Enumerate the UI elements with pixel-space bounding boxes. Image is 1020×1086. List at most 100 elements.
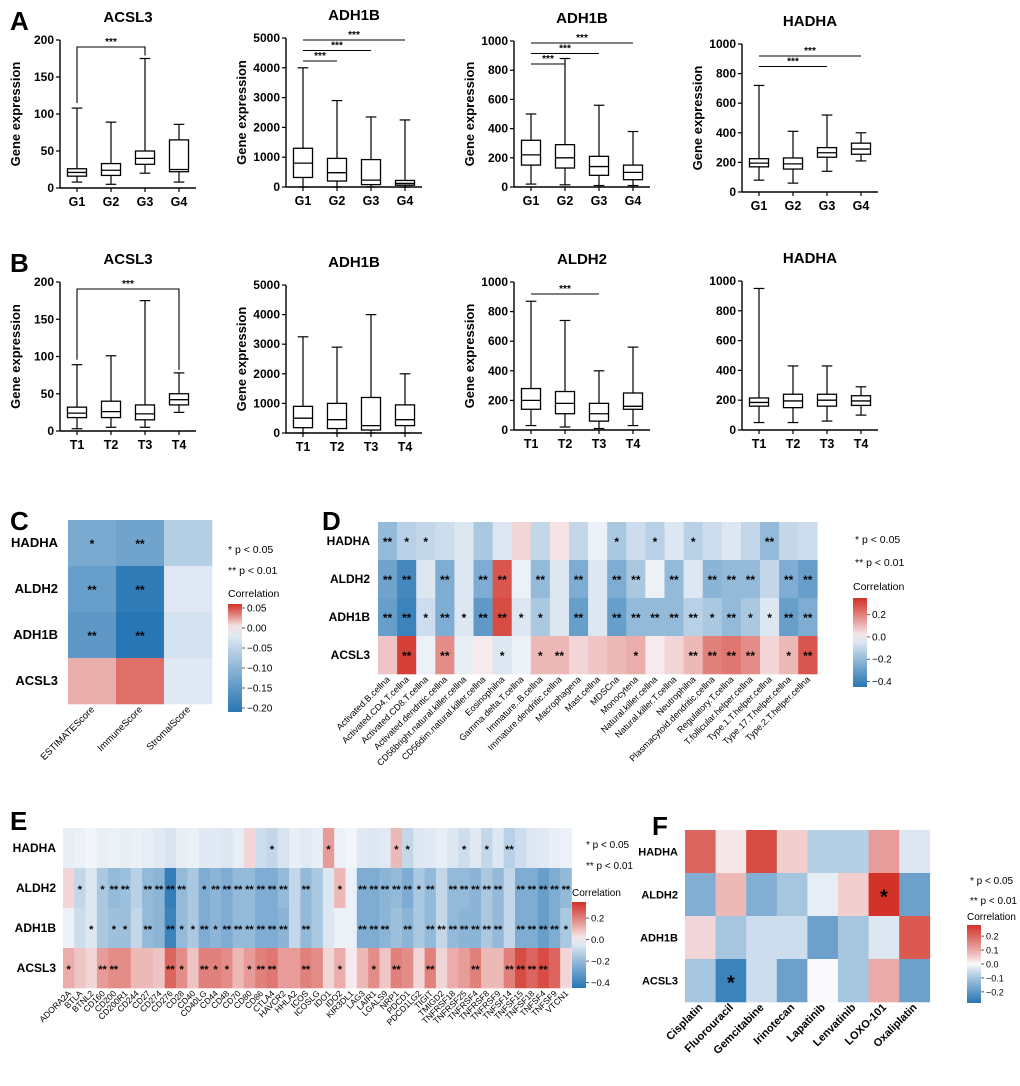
- heat-cell: [74, 948, 86, 989]
- heat-cell: [96, 948, 109, 989]
- row-label: ACSL3: [15, 673, 58, 688]
- heat-star: *: [394, 844, 399, 856]
- heat-cell: [402, 908, 414, 949]
- heat-star: *: [191, 924, 196, 936]
- heat-star: **: [550, 884, 559, 896]
- heat-star: **: [245, 884, 254, 896]
- x-tick-label: T2: [104, 438, 119, 452]
- box-iqr: [326, 402, 348, 430]
- plots-layer: ACSL3 Gene expression 0 50 100 150 200 G1 G2 G3 G4…: [8, 7, 1017, 1057]
- heat-cell: [164, 948, 177, 989]
- y-tick-label: 600: [488, 92, 508, 106]
- heat-cell: [807, 916, 839, 960]
- heat-cell: [715, 916, 747, 960]
- box-g3: [360, 116, 382, 188]
- heat-cell: [221, 908, 233, 949]
- heat-star: *: [423, 535, 428, 549]
- box-t1: [520, 300, 542, 427]
- heat-star: **: [631, 573, 641, 587]
- heatmap-f: **HADHAALDH2ADH1BACSL3CisplatinFluoroura…: [638, 830, 1017, 1057]
- heat-cell: [569, 598, 589, 637]
- colorbar-tick-label: 0.0: [986, 960, 999, 970]
- heat-star: *: [564, 924, 569, 936]
- row-label: ALDH2: [15, 581, 58, 596]
- box-iqr: [520, 139, 542, 166]
- heat-cell: [96, 868, 109, 909]
- heat-cell: [626, 522, 646, 561]
- heat-cell: [715, 873, 747, 917]
- heat-star: **: [166, 964, 175, 976]
- heat-cell: [63, 868, 75, 909]
- heat-cell: [397, 636, 417, 675]
- heat-cell: [368, 868, 380, 909]
- y-axis-label: Gene expression: [234, 60, 249, 165]
- sig-label: ***: [804, 46, 816, 57]
- heat-cell: [746, 873, 778, 917]
- heat-star: **: [478, 611, 488, 625]
- heat-star: *: [338, 884, 343, 896]
- heat-cell: [776, 916, 808, 960]
- heat-cell: [378, 522, 398, 561]
- sig-bracket: [76, 46, 146, 104]
- heat-cell: [899, 959, 931, 1003]
- heat-cell: [530, 560, 551, 599]
- heat-cell: [390, 828, 403, 869]
- y-tick-label: 0: [501, 423, 508, 437]
- heat-cell: [560, 908, 572, 949]
- heat-cell: [63, 908, 75, 949]
- heat-cell: [356, 908, 369, 949]
- heat-cell: [378, 598, 398, 637]
- heat-cell: [511, 598, 532, 637]
- heat-cell: [397, 522, 417, 561]
- heat-cell: [255, 828, 267, 869]
- heat-cell: [899, 830, 931, 874]
- heat-cell: [588, 522, 608, 561]
- heat-cell: [798, 522, 818, 561]
- heat-cell: [447, 908, 459, 949]
- heat-star: **: [555, 649, 565, 663]
- heat-cell: [300, 828, 312, 869]
- heat-star: *: [89, 924, 94, 936]
- heat-cell: [503, 868, 516, 909]
- heat-cell: [868, 959, 900, 1003]
- heat-cell: [277, 828, 290, 869]
- box-iqr: [360, 396, 382, 431]
- heat-cell: [492, 522, 512, 561]
- heat-star: **: [383, 611, 393, 625]
- heat-cell: [740, 636, 761, 675]
- heat-star: **: [727, 611, 737, 625]
- column-label: ESTIMATEScore: [39, 704, 97, 762]
- heat-cell: [289, 868, 301, 909]
- boxplot-a1: ACSL3 Gene expression 0 50 100 150 200 G1 G2 G3 G4…: [8, 9, 196, 209]
- y-tick-label: 1000: [253, 396, 280, 410]
- heat-cell: [402, 948, 414, 989]
- heat-star: *: [225, 964, 230, 976]
- x-tick-label: T3: [592, 437, 607, 451]
- heat-cell: [526, 868, 538, 909]
- heat-cell: [683, 636, 703, 675]
- heat-star: **: [497, 573, 507, 587]
- heat-star: **: [746, 573, 756, 587]
- x-tick-label: G1: [751, 199, 768, 213]
- heat-cell: [569, 636, 589, 675]
- heat-cell: [289, 908, 301, 949]
- heat-star: **: [234, 884, 243, 896]
- heat-cell: [176, 868, 188, 909]
- heat-star: **: [143, 924, 152, 936]
- y-tick-label: 200: [488, 151, 508, 165]
- heat-cell: [368, 908, 380, 949]
- heat-cell: [473, 598, 493, 637]
- heat-cell: [424, 828, 437, 869]
- y-tick-label: 1000: [709, 37, 736, 51]
- heat-star: **: [631, 611, 641, 625]
- heat-cell: [424, 908, 437, 949]
- heat-cell: [481, 908, 493, 949]
- y-tick-label: 1000: [253, 150, 280, 164]
- heat-cell: [255, 908, 267, 949]
- x-tick-label: T4: [854, 437, 869, 451]
- heat-star: **: [482, 924, 491, 936]
- panel-letter-f: F: [652, 811, 668, 841]
- y-axis-label: Gene expression: [234, 307, 249, 412]
- heat-star: **: [528, 884, 537, 896]
- row-label: ALDH2: [330, 572, 370, 586]
